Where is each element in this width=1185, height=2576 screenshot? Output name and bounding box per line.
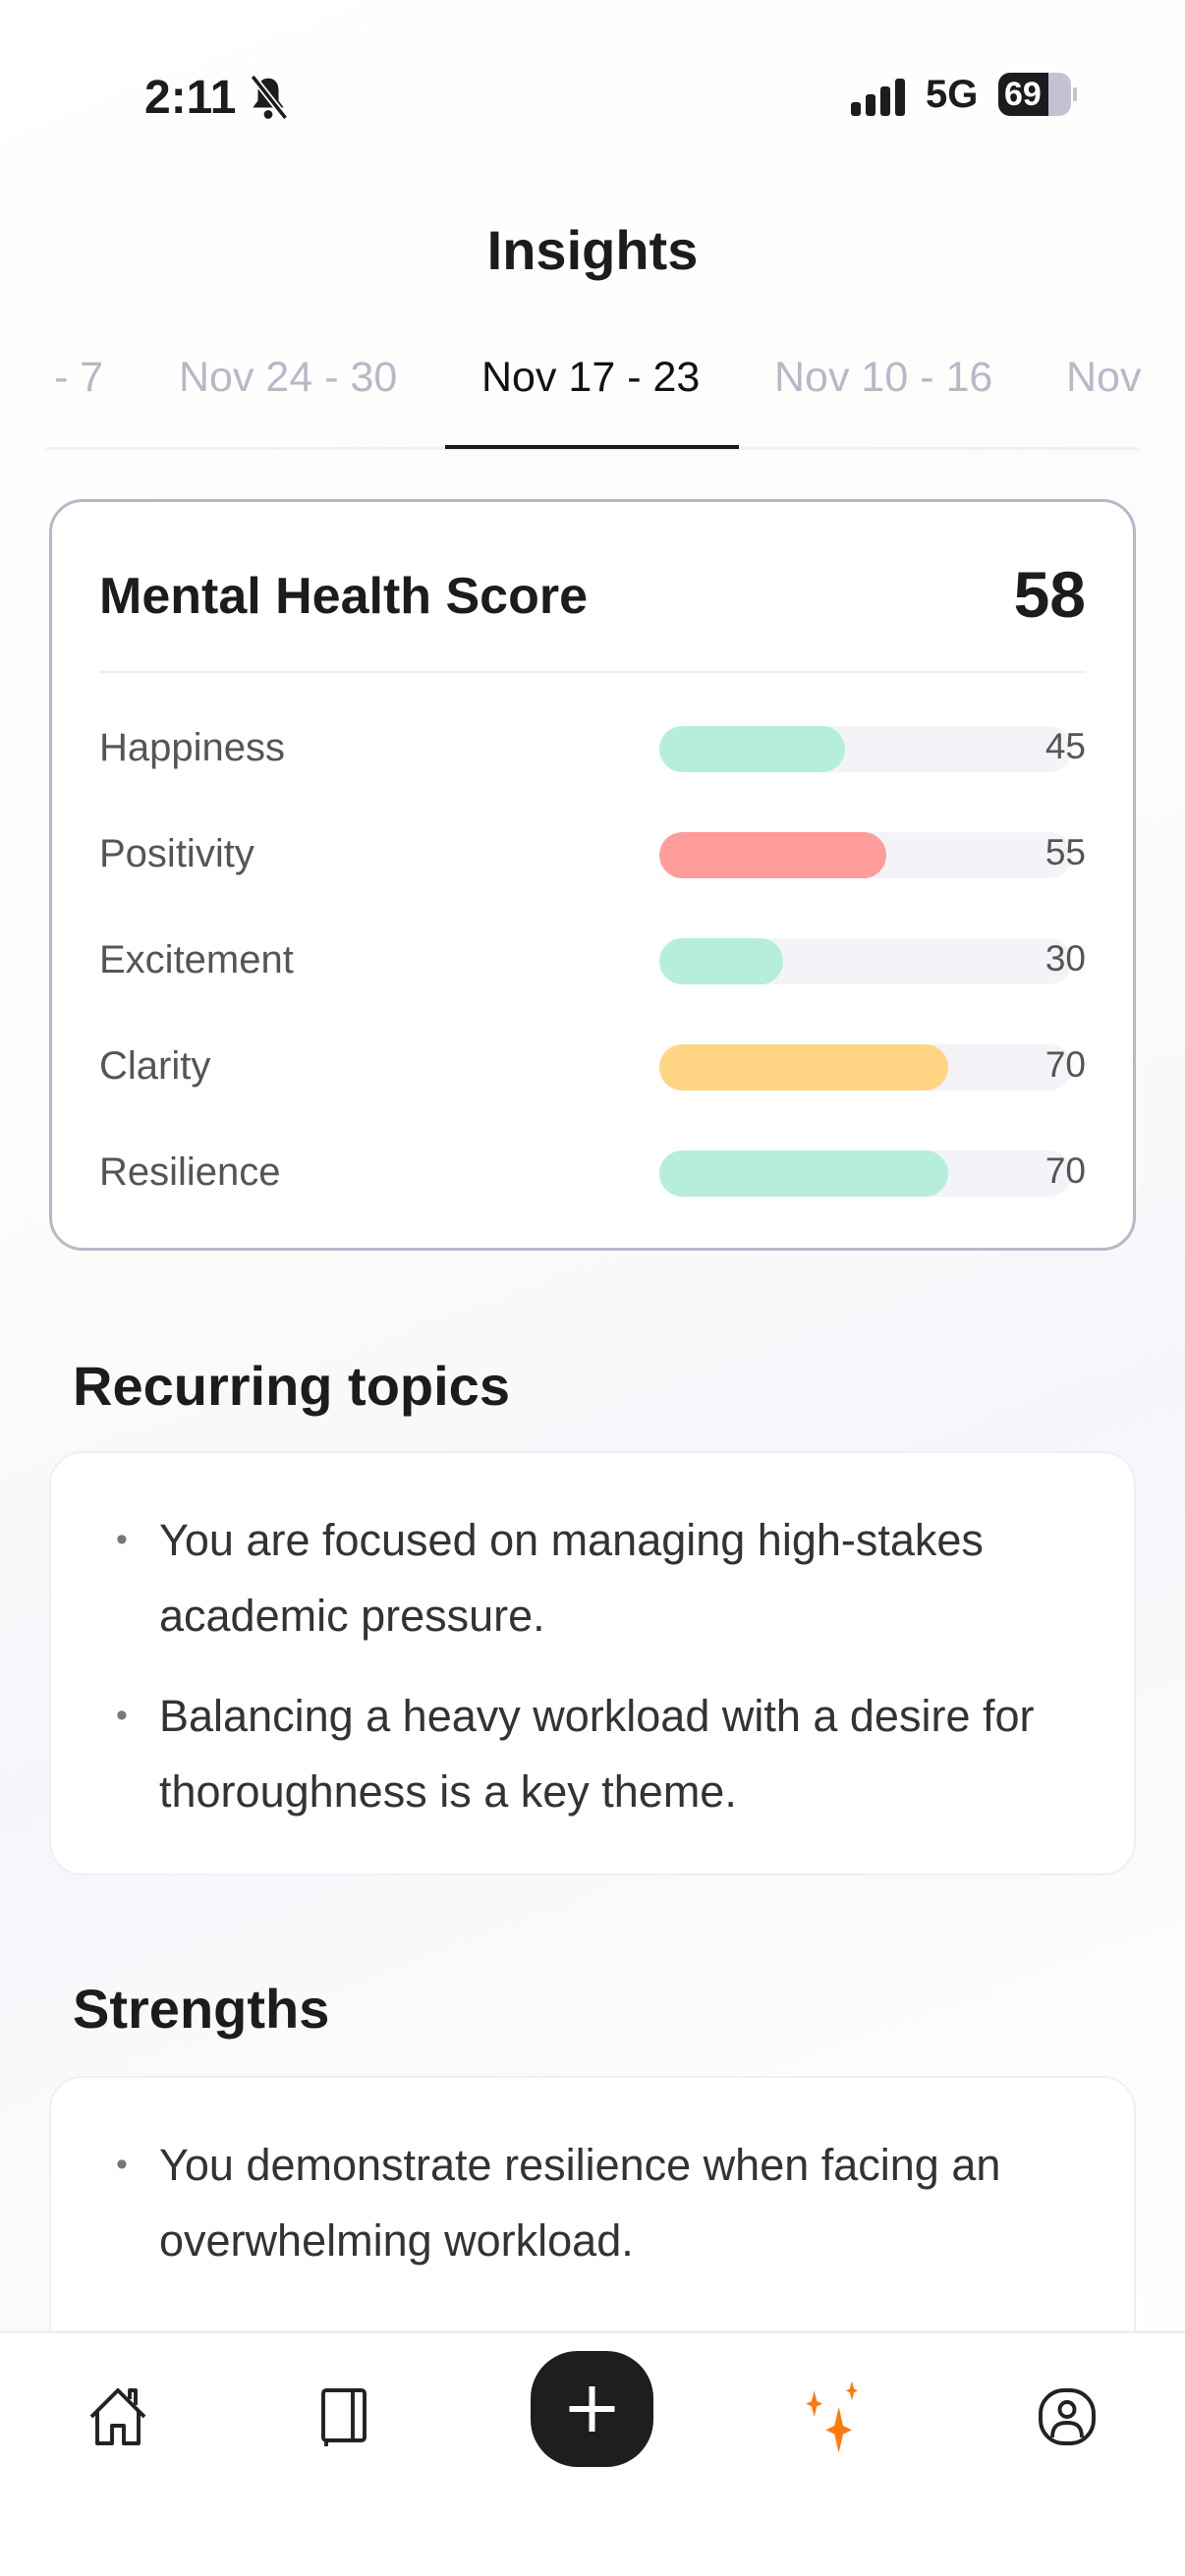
status-time: 2:11 (144, 72, 237, 124)
metric-value: 70 (1044, 1150, 1086, 1191)
mental-health-score-card: Mental Health Score 58 Happiness 45 Posit… (49, 499, 1136, 1251)
metric-bar-fill (659, 726, 845, 772)
week-tabs[interactable]: - 7 Nov 24 - 30 Nov 17 - 23 Nov 10 - 16 … (0, 354, 1185, 448)
metric-bar-track (659, 832, 1072, 878)
metric-row: Resilience 70 (99, 1145, 1086, 1204)
metric-row: Positivity 55 (99, 826, 1086, 885)
network-type: 5G (926, 73, 979, 116)
home-icon (89, 2388, 146, 2445)
battery-icon: 69 (998, 73, 1077, 116)
active-tab-indicator (445, 445, 739, 449)
list-item: You are focused on managing high-stakes … (116, 1502, 1075, 1653)
metric-bar-fill (659, 1044, 948, 1091)
list-item: Balancing a heavy workload with a desire… (116, 1678, 1075, 1829)
metric-value: 55 (1044, 832, 1086, 872)
add-entry-button[interactable] (531, 2351, 653, 2467)
metric-label: Clarity (99, 1044, 211, 1088)
metric-row: Clarity 70 (99, 1038, 1086, 1097)
tab-week[interactable]: - 7 (54, 354, 104, 401)
page-title: Insights (486, 219, 699, 281)
metric-value: 30 (1044, 938, 1086, 979)
bottom-nav (0, 2330, 1185, 2576)
score-value: 58 (1013, 558, 1086, 631)
signal-icon (851, 79, 905, 116)
tab-week[interactable]: Nov (1066, 354, 1142, 401)
metric-row: Excitement 30 (99, 932, 1086, 991)
metric-value: 70 (1044, 1044, 1086, 1085)
journal-icon (321, 2388, 367, 2446)
profile-icon (1039, 2388, 1096, 2445)
tab-week-active[interactable]: Nov 17 - 23 (481, 354, 701, 401)
strengths-heading: Strengths (73, 1978, 330, 2040)
metric-bar-track (659, 938, 1072, 984)
metric-bar-fill (659, 1150, 948, 1197)
divider (99, 671, 1086, 673)
recurring-topics-card: You are focused on managing high-stakes … (49, 1451, 1136, 1876)
score-title: Mental Health Score (99, 568, 589, 625)
metric-bar-fill (659, 938, 783, 984)
battery-level: 69 (1004, 76, 1042, 113)
metric-label: Resilience (99, 1150, 281, 1194)
metric-label: Positivity (99, 832, 254, 875)
nav-insights[interactable] (793, 2378, 872, 2456)
tab-week[interactable]: Nov 10 - 16 (774, 354, 993, 401)
metric-label: Happiness (99, 726, 286, 769)
nav-journal[interactable] (305, 2378, 383, 2456)
nav-home[interactable] (79, 2378, 157, 2456)
metric-bar-track (659, 726, 1072, 772)
metric-bar-fill (659, 832, 886, 878)
plus-icon (569, 2386, 615, 2432)
nav-profile[interactable] (1028, 2378, 1106, 2456)
bell-slash-icon (250, 75, 289, 120)
tab-week[interactable]: Nov 24 - 30 (179, 354, 398, 401)
metric-row: Happiness 45 (99, 720, 1086, 779)
metric-value: 45 (1044, 726, 1086, 766)
recurring-topics-heading: Recurring topics (73, 1355, 510, 1417)
list-item: You demonstrate resilience when facing a… (116, 2127, 1075, 2278)
metric-bar-track (659, 1044, 1072, 1091)
insights-sparkle-icon (806, 2380, 858, 2453)
metric-bar-track (659, 1150, 1072, 1197)
metric-label: Excitement (99, 938, 294, 981)
